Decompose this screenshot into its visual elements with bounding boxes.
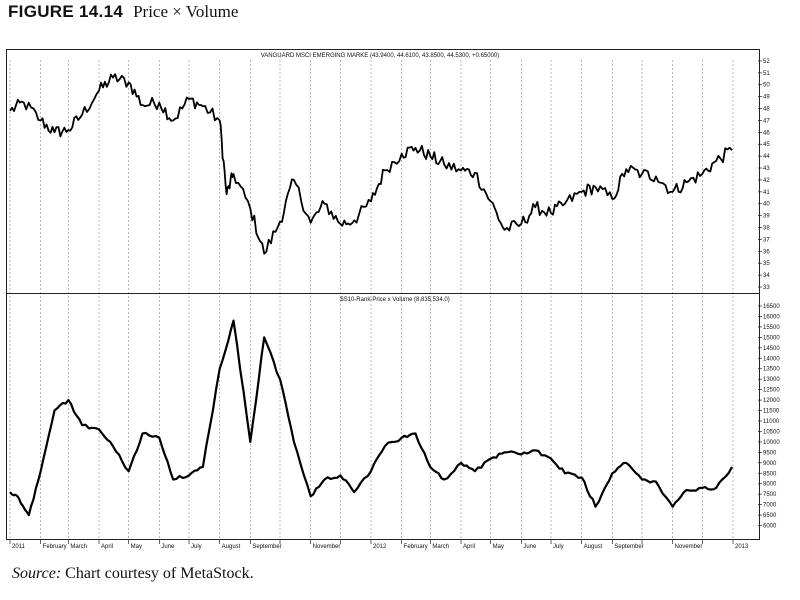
y-tick-label: 10000 [763,440,780,446]
x-tick-label: February [404,544,428,550]
x-tick-label: September [252,544,281,550]
x-tick-label: April [101,544,113,550]
price-volume-line [9,319,733,517]
y-tick-label: 13500 [763,367,780,373]
y-tick-label: 37 [763,237,770,243]
y-tick-label: 46 [763,130,770,136]
y-tick-label: 11500 [763,409,780,415]
x-tick-label: August [222,544,241,550]
x-tick-label: November [313,544,341,550]
y-tick-label: 15000 [763,335,780,341]
y-tick-label: 11000 [763,419,780,425]
y-tick-label: 39 [763,214,770,220]
y-tick-label: 48 [763,107,770,113]
chart-frame [6,49,760,540]
bottom-panel-title: $S10-Rank-Price x Volume (8,835,534.0) [340,297,449,303]
x-tick-label: July [553,544,564,550]
y-tick-label: 40 [763,202,770,208]
source-note: Source: Chart courtesy of MetaStock. [12,565,254,583]
x-tick-label: July [191,544,202,550]
y-tick-label: 9000 [763,461,777,467]
y-tick-label: 14500 [763,346,780,352]
x-tick-label: November [675,544,703,550]
y-tick-label: 52 [763,59,770,65]
y-tick-label: 7000 [763,503,777,509]
y-tick-label: 12000 [763,398,780,404]
y-tick-label: 43 [763,166,770,172]
source-text: Chart courtesy of MetaStock. [65,565,254,582]
x-tick-label: 2013 [735,544,749,550]
y-tick-label: 51 [763,71,770,77]
date-axis: 2011 February March April May June July August S… [9,539,749,550]
y-tick-label: 14000 [763,356,780,362]
y-tick-label: 6000 [763,524,777,530]
y-tick-label: 35 [763,261,770,267]
y-tick-label: 8500 [763,471,777,477]
x-tick-label: May [131,544,142,550]
figure-number: FIGURE 14.14 [8,2,124,21]
x-tick-label: May [493,544,504,550]
top-y-axis: 33 34 35 36 37 38 39 40 41 42 43 44 45 46 47 48 49 50 51 52 [758,59,770,291]
y-tick-label: 9500 [763,450,777,456]
price-line [9,73,733,255]
y-tick-label: 41 [763,190,770,196]
x-tick-label: April [463,544,475,550]
y-tick-label: 16500 [763,304,780,310]
y-tick-label: 36 [763,249,770,255]
y-tick-label: 10500 [763,429,780,435]
y-tick-label: 16000 [763,314,780,320]
x-tick-label: March [432,544,449,550]
x-tick-label: September [614,544,643,550]
x-tick-label: August [584,544,603,550]
y-tick-label: 45 [763,142,770,148]
y-tick-label: 44 [763,154,770,160]
y-tick-label: 34 [763,273,770,279]
y-tick-label: 47 [763,118,770,124]
figure-caption: Price × Volume [133,2,239,21]
figure-title: FIGURE 14.14 Price × Volume [8,2,238,22]
x-tick-label: 2012 [373,544,387,550]
bottom-y-axis: 6000 6500 7000 7500 8000 8500 9000 9500 10000 105… [758,304,780,530]
y-tick-label: 7500 [763,492,777,498]
y-tick-label: 42 [763,178,770,184]
x-tick-label: February [43,544,67,550]
y-tick-label: 13000 [763,377,780,383]
x-tick-label: June [523,544,537,550]
y-tick-label: 33 [763,285,770,291]
y-tick-label: 38 [763,226,770,232]
y-tick-label: 6500 [763,513,777,519]
y-tick-label: 50 [763,83,770,89]
x-tick-label: 2011 [12,544,26,550]
y-tick-label: 12500 [763,388,780,394]
y-tick-label: 49 [763,95,770,101]
x-tick-label: March [70,544,87,550]
x-tick-label: June [161,544,175,550]
y-tick-label: 8000 [763,482,777,488]
y-tick-label: 15500 [763,325,780,331]
source-label: Source: [12,565,62,582]
top-panel-title: VANGUARD MSCI EMERGING MARKE (43.9400, 4… [261,53,500,59]
